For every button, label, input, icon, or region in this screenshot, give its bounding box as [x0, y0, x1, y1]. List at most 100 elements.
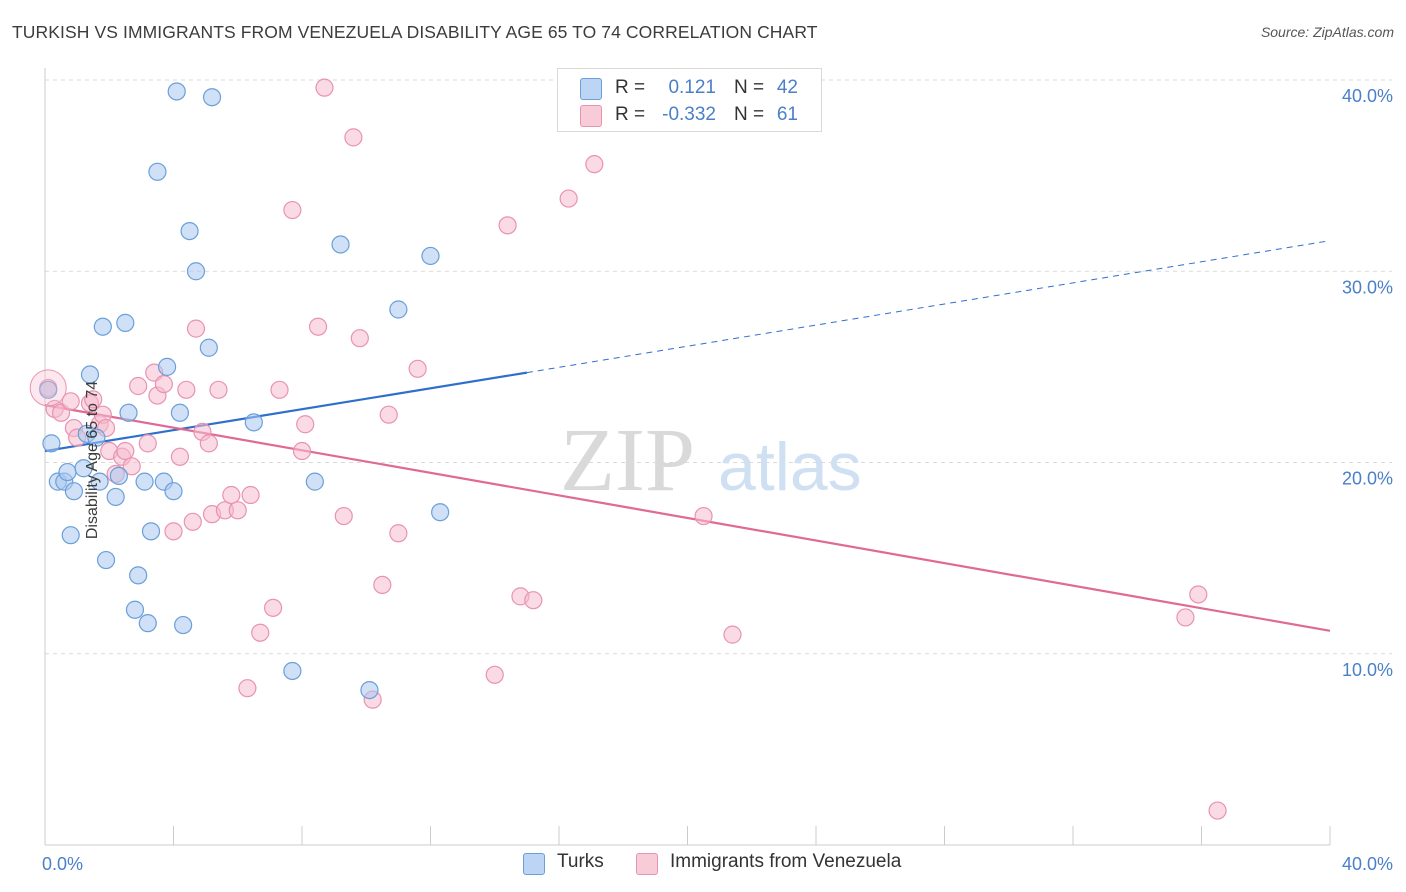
venezuela-point [296, 415, 315, 434]
venezuela-point [283, 200, 302, 220]
turks-point [109, 466, 128, 485]
venezuela-point [524, 591, 543, 610]
venezuela-point [84, 390, 103, 409]
venezuela-point [129, 376, 148, 396]
turks-point [58, 462, 77, 482]
turks-point [87, 428, 106, 447]
venezuela-point [251, 623, 270, 642]
chart-title: TURKISH VS IMMIGRANTS FROM VENEZUELA DIS… [12, 22, 818, 42]
turks-point [389, 300, 408, 319]
turks-point [64, 482, 84, 501]
venezuela-point [164, 522, 183, 541]
turks-point [202, 88, 222, 107]
venezuela-point [485, 665, 504, 684]
venezuela-point [350, 329, 369, 348]
venezuela-point [122, 457, 141, 476]
venezuela-point-cluster [29, 369, 67, 407]
legend-r-value: 0.121 [668, 77, 716, 98]
turks-point [167, 82, 186, 101]
venezuela-point [334, 506, 353, 526]
turks-point [360, 680, 379, 700]
venezuela-legend-swatch [636, 853, 658, 875]
venezuela-point [292, 441, 312, 461]
turks-point [421, 246, 440, 266]
venezuela-point [694, 506, 713, 526]
venezuela-point [61, 392, 80, 411]
legend-label-turks: Turks [557, 851, 604, 872]
turks-point [157, 357, 177, 376]
venezuela-point [116, 441, 135, 461]
venezuela-point [498, 216, 517, 235]
venezuela-point [228, 501, 247, 520]
legend-n-value: 42 [776, 77, 798, 98]
turks-point [186, 262, 206, 281]
venezuela-point [186, 319, 206, 338]
venezuela-point [1176, 608, 1195, 627]
watermark-zip: ZIP [560, 411, 695, 510]
venezuela-point [270, 380, 289, 399]
legend-n-value: 61 [776, 104, 798, 125]
turks-point [331, 235, 350, 254]
turks-trend-extension [526, 240, 1331, 374]
turks-point [244, 413, 263, 432]
venezuela-point [315, 78, 334, 97]
stats-legend: R = 0.121 N = 42 R = -0.332 N = 61 [557, 68, 822, 132]
turks-trend-line [44, 371, 528, 453]
turks-point [138, 614, 157, 633]
turks-point [129, 566, 148, 585]
turks-point [96, 550, 116, 570]
venezuela-trend-line [44, 404, 1331, 632]
y-tick-label: 20.0% [1342, 469, 1393, 489]
turks-point [174, 615, 193, 635]
tick-labels: 10.0% 20.0% 30.0% 40.0% 0.0% 40.0% [42, 86, 1393, 874]
venezuela-point [389, 524, 408, 543]
y-tick-label: 30.0% [1342, 277, 1393, 297]
turks-point [164, 482, 183, 501]
legend-r-label: R = [615, 104, 646, 125]
y-tick-label: 10.0% [1342, 660, 1393, 680]
venezuela-point [199, 434, 218, 453]
venezuela-swatch [580, 105, 602, 127]
axes [44, 68, 1331, 846]
turks-point [42, 434, 61, 453]
venezuela-point [379, 405, 398, 424]
venezuela-point [373, 575, 392, 595]
trend-lines [44, 240, 1331, 632]
turks-point [170, 403, 190, 422]
venezuela-point [183, 512, 202, 531]
turks-point [39, 380, 58, 399]
legend-row-turks: R = 0.121 N = 42 [558, 75, 821, 101]
venezuela-point [263, 598, 283, 617]
y-tick-label: 40.0% [1342, 86, 1393, 106]
x-tick-label: 0.0% [42, 854, 83, 874]
venezuela-point [1208, 801, 1227, 820]
turks-point [116, 313, 135, 332]
turks-point [148, 162, 167, 181]
venezuela-point [209, 380, 228, 399]
turks-point [80, 365, 100, 384]
legend-n-label: N = [734, 77, 765, 98]
turks-point [106, 487, 125, 507]
source-label: Source: ZipAtlas.com [1260, 24, 1394, 40]
venezuela-point [585, 155, 604, 174]
gridlines [45, 79, 1392, 655]
turks-point [180, 221, 199, 241]
legend-row-venezuela: R = -0.332 N = 61 [558, 102, 821, 128]
turks-point [74, 459, 93, 478]
y-axis-label: Disability Age 65 to 74 [84, 380, 102, 540]
venezuela-point [723, 625, 742, 644]
venezuela-point [177, 380, 196, 399]
venezuela-point [408, 359, 427, 378]
venezuela-point [238, 679, 257, 698]
venezuela-point [222, 485, 241, 505]
turks-point [431, 503, 450, 522]
turks-point [305, 472, 324, 491]
watermark-atlas: atlas [718, 429, 862, 505]
turks-point [119, 403, 138, 422]
venezuela-point [138, 434, 157, 453]
turks-point [135, 472, 154, 491]
venezuela-point [241, 485, 260, 505]
legend-r-value: -0.332 [662, 104, 716, 125]
venezuela-point [308, 317, 328, 336]
